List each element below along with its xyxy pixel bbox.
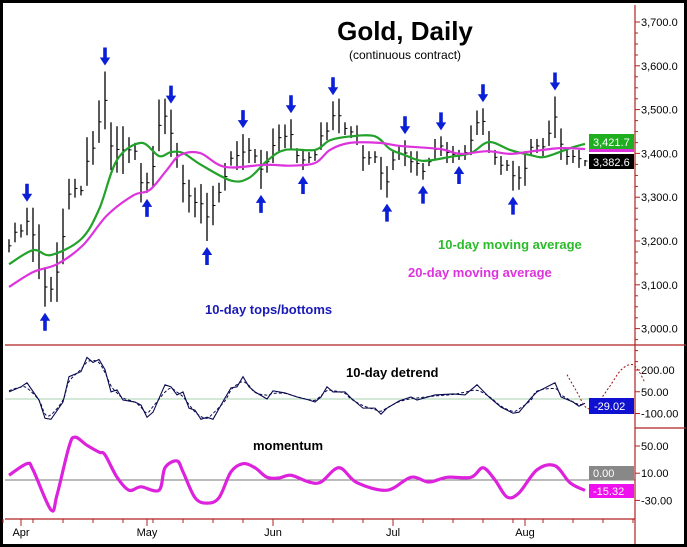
price-tick-label: 3,700.0 bbox=[641, 17, 678, 29]
top-down-arrow-icon bbox=[21, 183, 33, 202]
ma20-value-strip bbox=[589, 149, 634, 152]
month-label: Aug bbox=[515, 527, 535, 539]
momentum-title: momentum bbox=[253, 438, 323, 453]
momentum-tick-label: -30.00 bbox=[641, 495, 672, 507]
price-tick-label: 3,200.0 bbox=[641, 236, 678, 248]
detrend-projection-line bbox=[566, 364, 646, 410]
detrend-value-label: -29.02 bbox=[594, 401, 625, 413]
top-down-arrow-icon bbox=[399, 116, 411, 135]
month-label: Jul bbox=[386, 527, 400, 539]
detrend-tick-label: 50.00 bbox=[641, 387, 669, 399]
close-value-label: 3,382.6 bbox=[593, 157, 630, 169]
momentum-value-label: -15.32 bbox=[593, 486, 624, 498]
chart-title: Gold, Daily bbox=[337, 16, 473, 46]
top-down-arrow-icon bbox=[435, 112, 447, 131]
top-down-arrow-icon bbox=[327, 77, 339, 96]
top-down-arrow-icon bbox=[285, 95, 297, 114]
detrend-title: 10-day detrend bbox=[346, 365, 439, 380]
price-tick-label: 3,500.0 bbox=[641, 105, 678, 117]
close-value-box bbox=[589, 154, 634, 169]
momentum-zero-box bbox=[589, 466, 634, 480]
price-tick-label: 3,100.0 bbox=[641, 280, 678, 292]
momentum-zero-label: 0.00 bbox=[593, 468, 614, 480]
month-label: Jun bbox=[264, 527, 282, 539]
momentum-tick-label: 50.00 bbox=[641, 441, 669, 453]
detrend-smoothed-line bbox=[8, 359, 586, 419]
detrend-value-box bbox=[589, 398, 634, 414]
top-down-arrow-icon bbox=[237, 110, 249, 129]
bottom-up-arrow-icon bbox=[453, 165, 465, 184]
tops-bottoms-annotation: 10-day tops/bottoms bbox=[205, 302, 332, 317]
momentum-value-box bbox=[589, 484, 634, 498]
bottom-up-arrow-icon bbox=[381, 203, 393, 222]
bottom-up-arrow-icon bbox=[255, 194, 267, 213]
bottom-up-arrow-icon bbox=[201, 247, 213, 265]
ma10-annotation: 10-day moving average bbox=[438, 237, 582, 252]
bottom-up-arrow-icon bbox=[39, 312, 51, 331]
bottom-up-arrow-icon bbox=[297, 176, 309, 195]
chart-subtitle: (continuous contract) bbox=[349, 48, 461, 62]
bottom-up-arrow-icon bbox=[507, 196, 519, 215]
ma10-value-box bbox=[589, 134, 634, 149]
price-tick-label: 3,300.0 bbox=[641, 192, 678, 204]
month-label: May bbox=[137, 527, 158, 539]
momentum-line bbox=[8, 435, 586, 513]
price-tick-label: 3,400.0 bbox=[641, 148, 678, 160]
ma20-annotation: 20-day moving average bbox=[408, 265, 552, 280]
ma10-value-label: 3,421.7 bbox=[593, 137, 630, 149]
momentum-tick-label: 10.00 bbox=[641, 468, 669, 480]
bottom-up-arrow-icon bbox=[417, 185, 429, 204]
price-tick-label: 3,000.0 bbox=[641, 324, 678, 336]
top-down-arrow-icon bbox=[549, 72, 561, 91]
detrend-tick-label: 200.00 bbox=[641, 365, 675, 377]
ma10-line bbox=[8, 134, 586, 266]
top-down-arrow-icon bbox=[477, 84, 489, 103]
top-down-arrow-icon bbox=[99, 47, 111, 66]
top-down-arrow-icon bbox=[165, 85, 177, 104]
price-tick-label: 3,600.0 bbox=[641, 61, 678, 73]
ma20-line bbox=[8, 141, 586, 288]
detrend-tick-label: -100.00 bbox=[641, 408, 678, 420]
month-label: Apr bbox=[12, 527, 29, 539]
bottom-up-arrow-icon bbox=[141, 198, 153, 217]
